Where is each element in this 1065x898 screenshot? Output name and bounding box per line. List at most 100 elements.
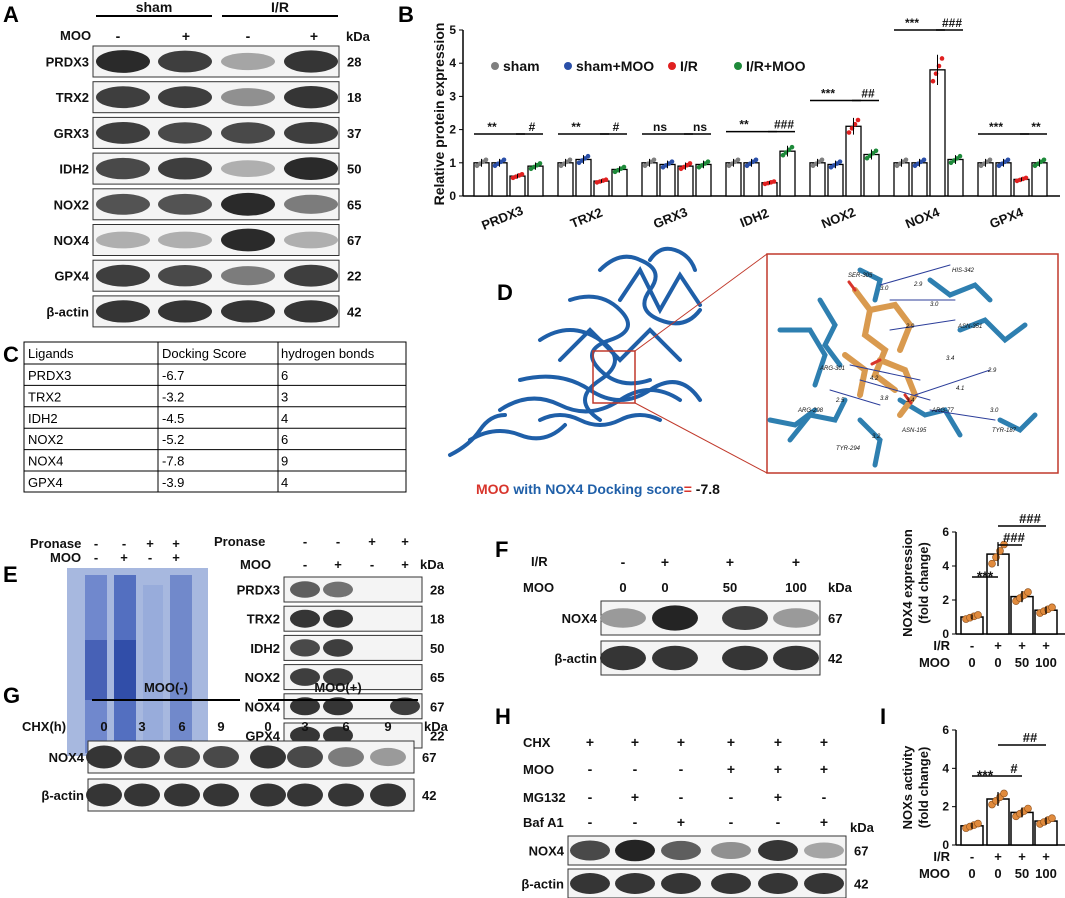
protein-label: PRDX3 — [237, 583, 280, 598]
moo-row-label: MOO — [50, 550, 81, 565]
data-point — [1048, 603, 1056, 612]
row-label: I/R — [933, 849, 950, 864]
blot-band — [284, 194, 338, 214]
blot-band — [96, 86, 150, 109]
table-cell: -5.2 — [162, 432, 184, 447]
legend-marker — [491, 62, 499, 70]
distance-label: 3.4 — [946, 356, 955, 362]
panel-b-bar-chart: Relative protein expression 0 1 2 3 4 5 PRDX3 *… — [431, 16, 1060, 233]
significance-mark: ** — [487, 120, 497, 134]
data-point — [519, 171, 525, 177]
blot-band — [652, 605, 698, 631]
row-label: MG132 — [523, 790, 566, 805]
moo-sign: + — [334, 557, 342, 572]
panel-a-western-blot: sham I/R MOO - + - + kDa PRDX3 28 TRX2 18 GR… — [46, 0, 371, 328]
blot-band — [96, 121, 150, 144]
blot-band — [323, 639, 353, 657]
significance-mark: *** — [989, 120, 1003, 134]
y-tick-label: 2 — [942, 800, 949, 814]
blot-band — [600, 645, 646, 671]
blot-band — [570, 840, 610, 861]
ir-sign: - — [970, 849, 974, 864]
x-tick-label: NOX2 — [819, 204, 857, 231]
blot-band — [711, 842, 751, 859]
blot-band — [290, 668, 320, 686]
row-label: CHX — [523, 735, 551, 750]
blot-band — [722, 606, 768, 630]
blot-band — [86, 745, 122, 769]
significance-mark: ### — [1019, 511, 1041, 526]
ir-sign: + — [1042, 638, 1050, 653]
kda-value: 37 — [347, 126, 361, 141]
blot-band — [773, 645, 819, 671]
blot-band — [570, 873, 610, 894]
pronase-sign: + — [172, 536, 180, 551]
kda-value: 28 — [347, 55, 361, 70]
blot-band — [158, 300, 212, 323]
blot-band — [96, 50, 150, 73]
kda-value: 18 — [347, 90, 361, 105]
bar — [845, 125, 862, 197]
blot-band — [221, 228, 275, 252]
significance-mark: ** — [1031, 120, 1041, 134]
data-point — [939, 56, 945, 61]
blot-band — [158, 86, 212, 109]
distance-label: 4.2 — [870, 376, 879, 382]
data-point — [1041, 157, 1047, 163]
panel-letter-f: F — [495, 537, 508, 562]
blot-band — [328, 783, 364, 807]
moo-sign: - — [116, 28, 121, 44]
moo-row-label: MOO — [523, 580, 554, 595]
blot-band — [96, 193, 150, 215]
kda-value: 28 — [430, 583, 444, 598]
data-point — [753, 157, 759, 163]
legend-marker — [734, 62, 742, 70]
y-tick-label: 4 — [942, 761, 949, 775]
blot-band — [284, 264, 338, 287]
panel-c-docking-table: Ligands Docking Score hydrogen bonds PRD… — [23, 341, 407, 493]
significance-mark: ns — [653, 120, 667, 134]
distance-label: 2.9 — [913, 282, 923, 288]
data-point — [957, 153, 963, 159]
significance-mark: # — [529, 120, 536, 134]
time-label: 9 — [217, 719, 224, 734]
zoom-box — [592, 350, 636, 404]
binding-site-sticks — [767, 264, 1038, 468]
y-tick-label: 4 — [942, 559, 949, 573]
blot-band — [158, 50, 212, 73]
moo-dose: 0 — [619, 580, 626, 595]
panel-d-docking: SER-305 HIS-342 ASN-351 ARG-301 ARG-298 … — [448, 246, 1059, 497]
treatment-sign: - — [588, 789, 593, 805]
blot-band — [370, 747, 406, 767]
table-header: hydrogen bonds — [281, 346, 375, 361]
data-point — [567, 157, 573, 163]
panel-letter-i: I — [880, 704, 886, 729]
y-tick-label: 2 — [449, 123, 456, 137]
moo-sign: + — [310, 28, 318, 44]
table-cell: -3.9 — [162, 475, 184, 490]
distance-label: 3.4 — [906, 398, 915, 404]
ir-sign: - — [970, 638, 974, 653]
table-cell: -6.7 — [162, 368, 184, 383]
blot-band — [250, 783, 286, 807]
treatment-sign: + — [774, 789, 782, 805]
treatment-sign: + — [820, 761, 828, 777]
distance-label: 3.2 — [872, 434, 881, 440]
ir-row-label: I/R — [531, 554, 548, 569]
blot-band — [158, 122, 212, 144]
protein-label: TRX2 — [247, 612, 280, 627]
protein-label: NOX2 — [245, 670, 280, 685]
blot-band — [773, 608, 819, 628]
blot-band — [290, 609, 320, 628]
panel-f-western-blot: I/R MOO kDa NOX4 67 β-actin 42 - + + +0 0 50 100 — [523, 554, 853, 676]
treatment-sign: + — [820, 734, 828, 750]
blot-band — [221, 300, 275, 323]
significance-mark: ### — [774, 118, 794, 132]
blot-band — [284, 86, 338, 109]
y-tick-label: 0 — [942, 838, 949, 852]
data-point — [1024, 588, 1032, 596]
blot-band — [86, 783, 122, 807]
treatment-sign: + — [727, 734, 735, 750]
kda-value: 42 — [347, 304, 361, 319]
blot-band — [804, 842, 844, 859]
